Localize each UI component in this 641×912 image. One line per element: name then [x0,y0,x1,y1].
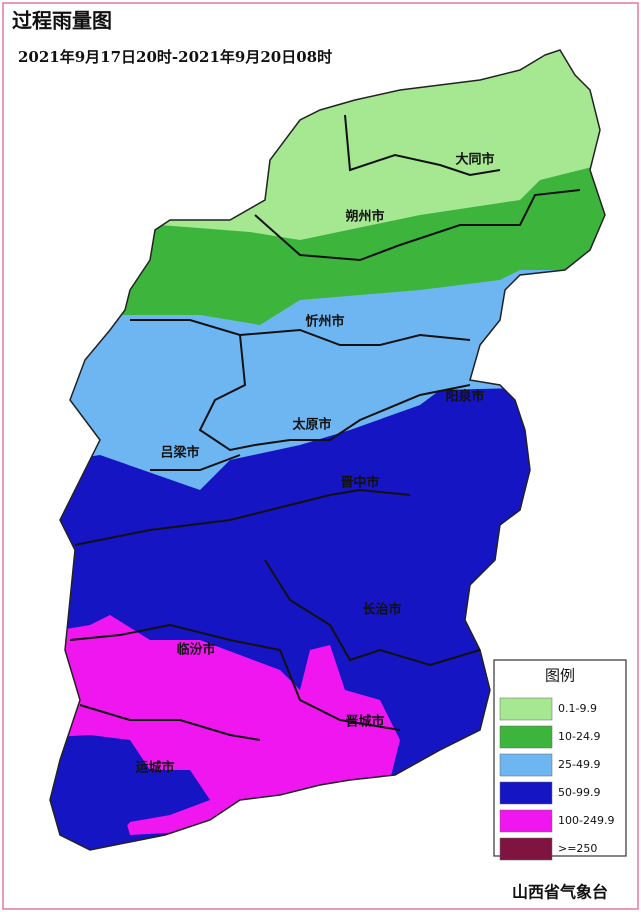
legend-label: 10-24.9 [558,730,600,743]
boundary [150,454,241,471]
boundary [254,189,581,262]
legend-swatch [499,809,553,833]
legend-label: 25-49.9 [558,758,600,771]
city-label: 大同市 [455,152,494,168]
legend-label: >=250 [558,842,597,855]
legend: 图例 0.1-9.9 10-24.9 25-49.9 50-99.9 100-249.9… [493,659,627,861]
legend-swatch [499,837,553,861]
subtitle: 2021年9月17日20时-2021年9月20日08时 [18,48,332,66]
province-outline [49,49,606,851]
legend-label: 50-99.9 [558,786,600,799]
city-label: 临汾市 [176,642,215,658]
legend-label: 0.1-9.9 [558,702,597,715]
city-label: 忻州市 [305,314,344,330]
city-label: 晋中市 [340,475,379,491]
title: 过程雨量图 [12,9,112,33]
boundary [198,334,471,452]
legend-title: 图例 [545,667,575,685]
boundary [74,488,411,546]
city-label: 太原市 [291,417,331,433]
city-label: 吕梁市 [160,445,199,461]
boundary [69,623,401,731]
city-label: 运城市 [135,760,174,776]
boundary [79,704,261,741]
city-label: 长治市 [362,602,401,618]
boundary [344,114,501,177]
boundary [130,319,471,346]
footer: 山西省气象台 [512,883,608,902]
city-label: 晋城市 [345,714,384,730]
legend-swatch [499,697,553,721]
legend-swatch [499,753,553,777]
legend-swatch [499,725,553,749]
city-label: 朔州市 [345,209,384,225]
boundary [264,559,481,667]
legend-swatch [499,781,553,805]
legend-label: 100-249.9 [558,814,614,827]
city-label: 阳泉市 [445,389,484,405]
city-boundaries [69,114,581,741]
